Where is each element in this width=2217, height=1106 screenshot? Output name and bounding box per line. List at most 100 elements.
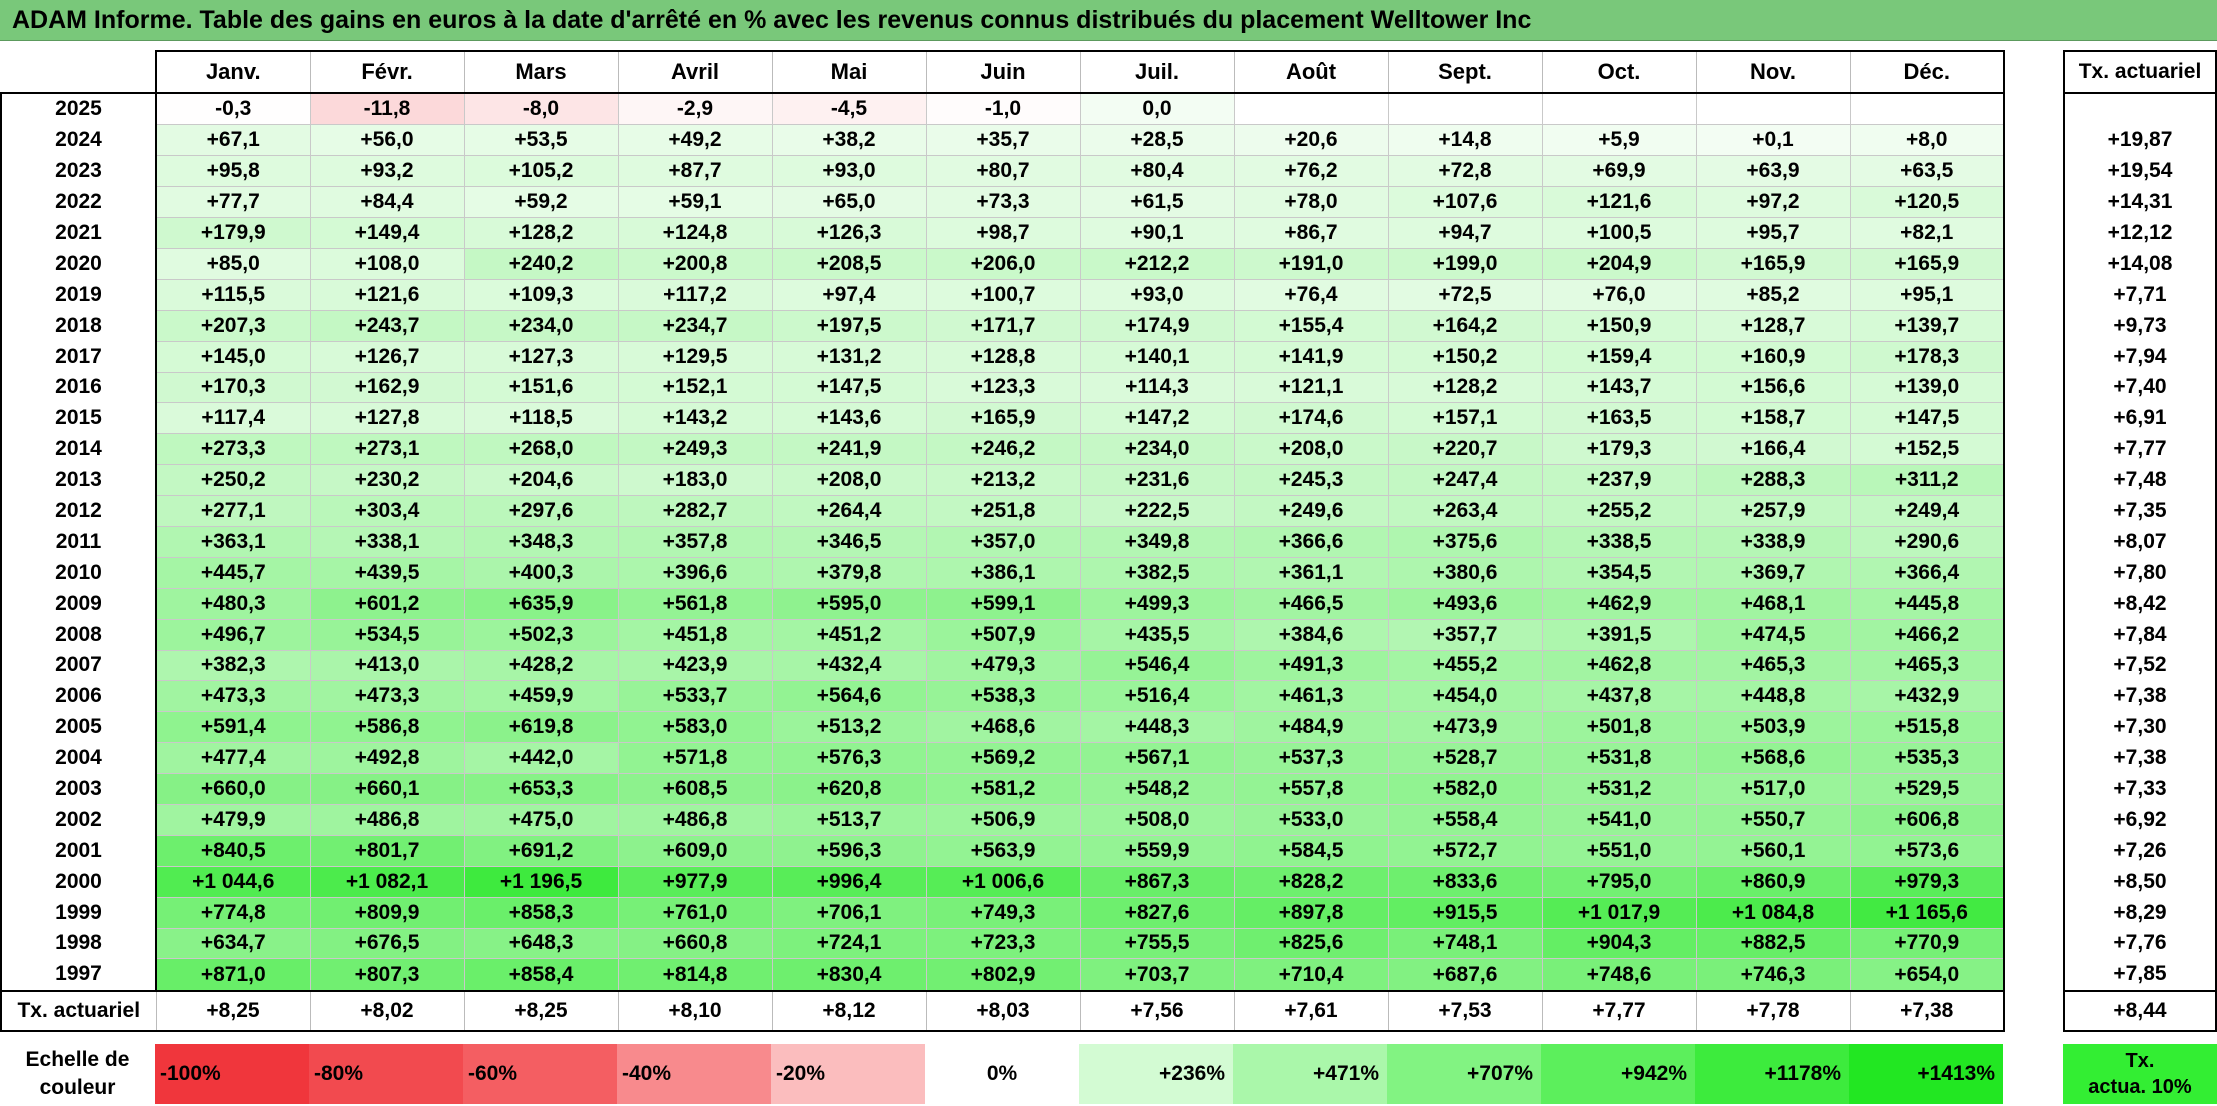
- summary-cell: +8,25: [155, 989, 311, 1032]
- value-cell: +749,3: [925, 896, 1081, 929]
- value-cell: +531,8: [1541, 742, 1697, 775]
- value-cell: +147,5: [1849, 402, 2005, 435]
- month-header: Janv.: [155, 50, 311, 94]
- value-cell: +979,3: [1849, 865, 2005, 898]
- value-cell: +131,2: [771, 340, 927, 373]
- value-cell: +493,6: [1387, 587, 1543, 620]
- year-cell: 1997: [0, 958, 157, 992]
- value-cell: +249,4: [1849, 495, 2005, 527]
- value-cell: +139,0: [1849, 371, 2005, 404]
- scale-swatch: -80%: [309, 1044, 463, 1104]
- value-cell: +179,9: [155, 217, 311, 249]
- value-cell: +535,3: [1849, 742, 2005, 775]
- value-cell: +120,5: [1849, 186, 2005, 219]
- value-cell: +584,5: [1233, 834, 1389, 867]
- value-cell: +867,3: [1079, 865, 1235, 898]
- table-row: 2006 +473,3 +473,3 +459,9 +533,7 +564,6 +538,3…: [0, 680, 2005, 713]
- value-cell: +558,4: [1387, 803, 1543, 836]
- month-header: Oct.: [1541, 50, 1697, 94]
- month-header: Juil.: [1079, 50, 1235, 94]
- value-cell: +165,9: [1695, 247, 1851, 280]
- value-cell: +348,3: [463, 525, 619, 558]
- tx-cell: +14,31: [2063, 186, 2217, 218]
- table-row: 2019 +115,5 +121,6 +109,3 +117,2 +97,4 +100,7 +…: [0, 278, 2005, 311]
- value-cell: +95,8: [155, 155, 311, 188]
- value-cell: +93,2: [309, 155, 465, 188]
- value-cell: +165,9: [1849, 247, 2005, 280]
- value-cell: +164,2: [1387, 309, 1543, 342]
- value-cell: +533,0: [1233, 803, 1389, 836]
- value-cell: +748,6: [1541, 958, 1697, 992]
- value-cell: +538,3: [925, 680, 1081, 713]
- value-cell: +200,8: [617, 247, 773, 280]
- value-cell: [1541, 92, 1697, 126]
- value-cell: +179,3: [1541, 433, 1697, 466]
- value-cell: +234,7: [617, 309, 773, 342]
- summary-cell: +8,12: [771, 989, 927, 1032]
- tx-cell: +19,54: [2063, 155, 2217, 187]
- value-cell: +380,6: [1387, 556, 1543, 589]
- value-cell: +474,5: [1695, 618, 1851, 651]
- year-cell: 2004: [0, 742, 157, 774]
- value-cell: +123,3: [925, 371, 1081, 404]
- value-cell: +150,9: [1541, 309, 1697, 342]
- value-cell: +840,5: [155, 834, 311, 867]
- value-cell: +117,2: [617, 278, 773, 311]
- value-cell: +503,9: [1695, 711, 1851, 744]
- value-cell: +139,7: [1849, 309, 2005, 342]
- value-cell: +80,4: [1079, 155, 1235, 188]
- value-cell: +126,7: [309, 340, 465, 373]
- value-cell: +599,1: [925, 587, 1081, 620]
- tx-cell: +8,29: [2063, 897, 2217, 929]
- value-cell: +706,1: [771, 896, 927, 929]
- year-cell: 2022: [0, 186, 157, 218]
- value-cell: +78,0: [1233, 186, 1389, 219]
- value-cell: +391,5: [1541, 618, 1697, 651]
- value-cell: +166,4: [1695, 433, 1851, 466]
- table-row: 1998 +634,7 +676,5 +648,3 +660,8 +724,1 +723,3…: [0, 927, 2005, 960]
- value-cell: +245,3: [1233, 464, 1389, 497]
- value-cell: +80,7: [925, 155, 1081, 188]
- value-cell: +213,2: [925, 464, 1081, 497]
- tx-summary-cell: +8,44: [2063, 989, 2217, 1032]
- value-cell: +755,5: [1079, 927, 1235, 960]
- tx-cell: +6,91: [2063, 402, 2217, 434]
- month-header: Avril: [617, 50, 773, 94]
- scale-swatch: +1413%: [1849, 1044, 2003, 1104]
- tx-cell: +6,92: [2063, 804, 2217, 836]
- value-cell: +653,3: [463, 773, 619, 805]
- value-cell: +95,7: [1695, 217, 1851, 249]
- value-cell: +143,7: [1541, 371, 1697, 404]
- value-cell: +206,0: [925, 247, 1081, 280]
- value-cell: +158,7: [1695, 402, 1851, 435]
- value-cell: +710,4: [1233, 958, 1389, 992]
- value-cell: +435,5: [1079, 618, 1235, 651]
- tx-cell: [2063, 92, 2217, 125]
- value-cell: +237,9: [1541, 464, 1697, 497]
- value-cell: +121,1: [1233, 371, 1389, 404]
- value-cell: +222,5: [1079, 495, 1235, 527]
- value-cell: +473,9: [1387, 711, 1543, 744]
- value-cell: +128,2: [1387, 371, 1543, 404]
- scale-swatch: -20%: [771, 1044, 925, 1104]
- value-cell: +515,8: [1849, 711, 2005, 744]
- value-cell: +563,9: [925, 834, 1081, 867]
- value-cell: +572,7: [1387, 834, 1543, 867]
- table-row: 2022 +77,7 +84,4 +59,2 +59,1 +65,0 +73,3 +61,5 +…: [0, 186, 2005, 219]
- value-cell: +160,9: [1695, 340, 1851, 373]
- value-cell: +477,4: [155, 742, 311, 775]
- tx-cell: +7,71: [2063, 279, 2217, 311]
- year-cell: 2009: [0, 588, 157, 620]
- value-cell: +14,8: [1387, 124, 1543, 157]
- value-cell: +567,1: [1079, 742, 1235, 775]
- value-cell: +63,9: [1695, 155, 1851, 188]
- table-row: 2005 +591,4 +586,8 +619,8 +583,0 +513,2 +468,6…: [0, 711, 2005, 744]
- value-cell: +437,8: [1541, 680, 1697, 713]
- value-cell: +59,1: [617, 186, 773, 219]
- value-cell: -8,0: [463, 92, 619, 126]
- value-cell: +140,1: [1079, 340, 1235, 373]
- value-cell: +85,2: [1695, 278, 1851, 311]
- summary-cell: +8,03: [925, 989, 1081, 1032]
- tx-cell: +7,40: [2063, 372, 2217, 403]
- table-row: 2015 +117,4 +127,8 +118,5 +143,2 +143,6 +165,9…: [0, 402, 2005, 435]
